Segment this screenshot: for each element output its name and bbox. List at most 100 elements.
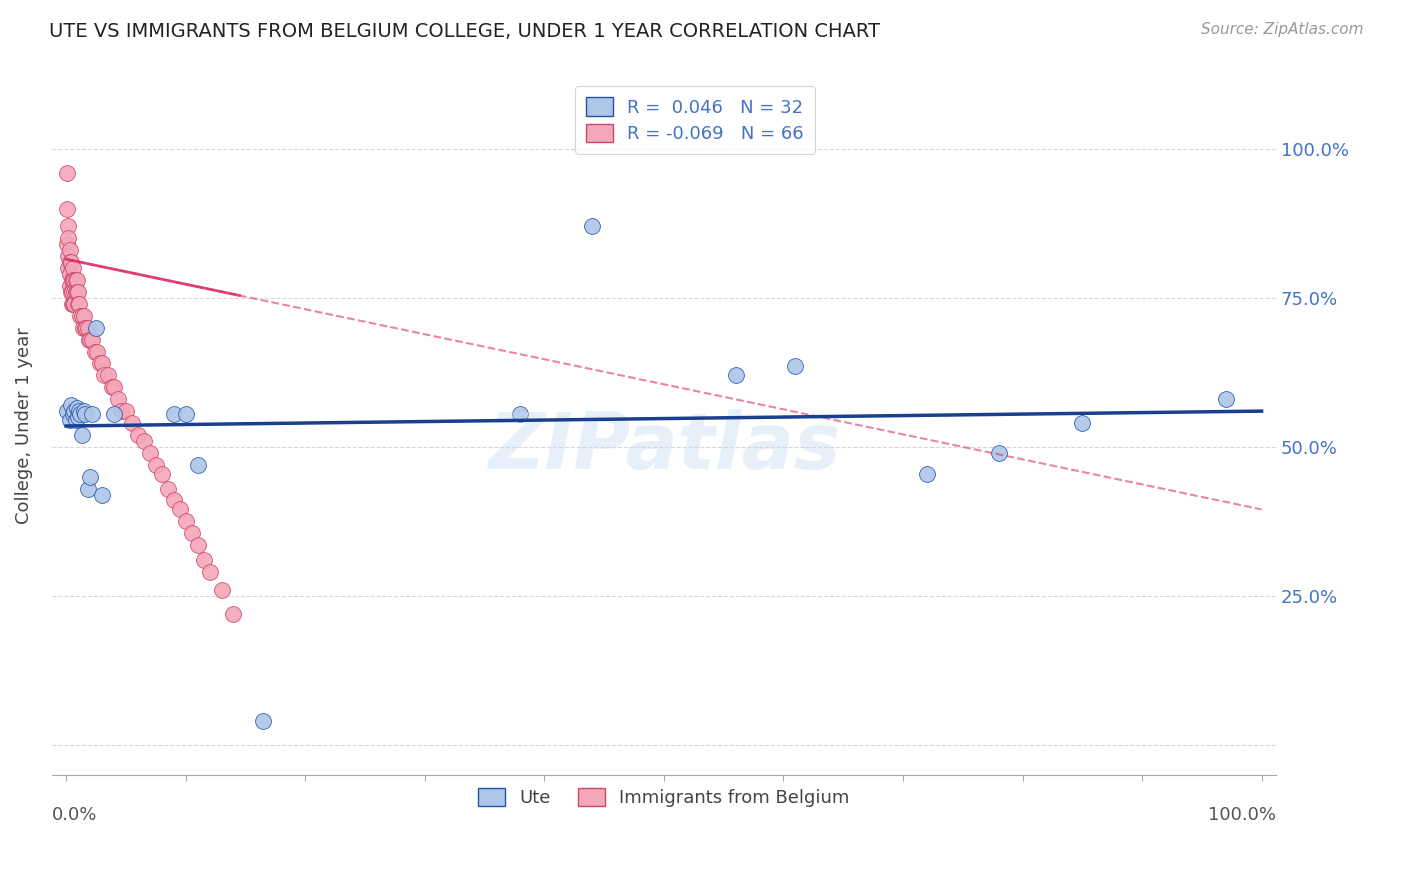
Point bbox=[163, 407, 186, 421]
Point bbox=[67, 297, 90, 311]
Point bbox=[79, 333, 101, 347]
Point bbox=[62, 273, 84, 287]
Point bbox=[77, 333, 100, 347]
Point bbox=[107, 392, 129, 407]
Point bbox=[59, 267, 82, 281]
Point bbox=[59, 398, 82, 412]
Point bbox=[82, 407, 104, 421]
Point bbox=[59, 413, 82, 427]
Point bbox=[84, 320, 107, 334]
Point bbox=[58, 219, 80, 234]
Point bbox=[69, 309, 91, 323]
Point bbox=[63, 404, 86, 418]
Point bbox=[60, 273, 83, 287]
Point bbox=[785, 359, 807, 374]
Point bbox=[56, 237, 79, 252]
Point bbox=[169, 502, 191, 516]
Point bbox=[110, 404, 132, 418]
Point bbox=[180, 526, 202, 541]
Point bbox=[174, 514, 197, 528]
Point bbox=[150, 467, 173, 481]
Point bbox=[66, 401, 89, 416]
Point bbox=[211, 582, 233, 597]
Text: UTE VS IMMIGRANTS FROM BELGIUM COLLEGE, UNDER 1 YEAR CORRELATION CHART: UTE VS IMMIGRANTS FROM BELGIUM COLLEGE, … bbox=[49, 22, 880, 41]
Point bbox=[70, 309, 93, 323]
Point bbox=[59, 255, 82, 269]
Point bbox=[59, 255, 82, 269]
Point bbox=[127, 428, 149, 442]
Point bbox=[59, 285, 82, 299]
Point bbox=[163, 493, 186, 508]
Point bbox=[56, 202, 79, 216]
Point bbox=[76, 482, 98, 496]
Point bbox=[67, 297, 90, 311]
Point bbox=[174, 407, 197, 421]
Point bbox=[93, 368, 115, 383]
Point bbox=[65, 285, 87, 299]
Point bbox=[67, 285, 90, 299]
Point bbox=[62, 297, 84, 311]
Point bbox=[222, 607, 245, 621]
Point bbox=[724, 368, 747, 383]
Point bbox=[581, 219, 603, 234]
Point bbox=[1215, 392, 1237, 407]
Text: 0.0%: 0.0% bbox=[52, 806, 97, 824]
Point bbox=[79, 469, 101, 483]
Point bbox=[67, 404, 90, 418]
Point bbox=[187, 538, 209, 552]
Point bbox=[139, 446, 162, 460]
Text: ZIPatlas: ZIPatlas bbox=[488, 409, 839, 485]
Text: Source: ZipAtlas.com: Source: ZipAtlas.com bbox=[1201, 22, 1364, 37]
Point bbox=[60, 297, 83, 311]
Point bbox=[1071, 416, 1094, 430]
Point bbox=[76, 320, 98, 334]
Point bbox=[59, 244, 82, 258]
Point bbox=[75, 320, 97, 334]
Point bbox=[56, 166, 79, 180]
Point bbox=[86, 344, 108, 359]
Point bbox=[89, 356, 111, 370]
Point bbox=[58, 249, 80, 263]
Point bbox=[62, 261, 84, 276]
Point bbox=[63, 273, 86, 287]
Point bbox=[59, 279, 82, 293]
Point bbox=[56, 404, 79, 418]
Point bbox=[63, 297, 86, 311]
Point bbox=[252, 714, 274, 728]
Point bbox=[187, 458, 209, 472]
Point bbox=[65, 413, 87, 427]
Point bbox=[91, 356, 114, 370]
Point bbox=[132, 434, 155, 448]
Point bbox=[58, 261, 80, 276]
Point bbox=[65, 273, 87, 287]
Point bbox=[91, 487, 114, 501]
Point bbox=[156, 482, 179, 496]
Point bbox=[63, 285, 86, 299]
Y-axis label: College, Under 1 year: College, Under 1 year bbox=[15, 327, 32, 524]
Point bbox=[62, 407, 84, 421]
Point bbox=[83, 344, 105, 359]
Point bbox=[915, 467, 938, 481]
Point bbox=[75, 320, 97, 334]
Point bbox=[198, 565, 221, 579]
Point bbox=[67, 410, 90, 425]
Point bbox=[145, 458, 167, 472]
Point bbox=[75, 407, 97, 421]
Point bbox=[82, 333, 104, 347]
Point bbox=[509, 407, 531, 421]
Point bbox=[97, 368, 120, 383]
Point bbox=[103, 380, 125, 394]
Point bbox=[115, 404, 138, 418]
Point bbox=[66, 273, 89, 287]
Point bbox=[58, 231, 80, 245]
Point bbox=[73, 404, 96, 418]
Legend: Ute, Immigrants from Belgium: Ute, Immigrants from Belgium bbox=[471, 780, 858, 814]
Point bbox=[70, 428, 93, 442]
Text: 100.0%: 100.0% bbox=[1208, 806, 1277, 824]
Point bbox=[193, 553, 215, 567]
Point bbox=[66, 285, 89, 299]
Point bbox=[987, 446, 1010, 460]
Point bbox=[121, 416, 143, 430]
Point bbox=[60, 285, 83, 299]
Point bbox=[69, 407, 91, 421]
